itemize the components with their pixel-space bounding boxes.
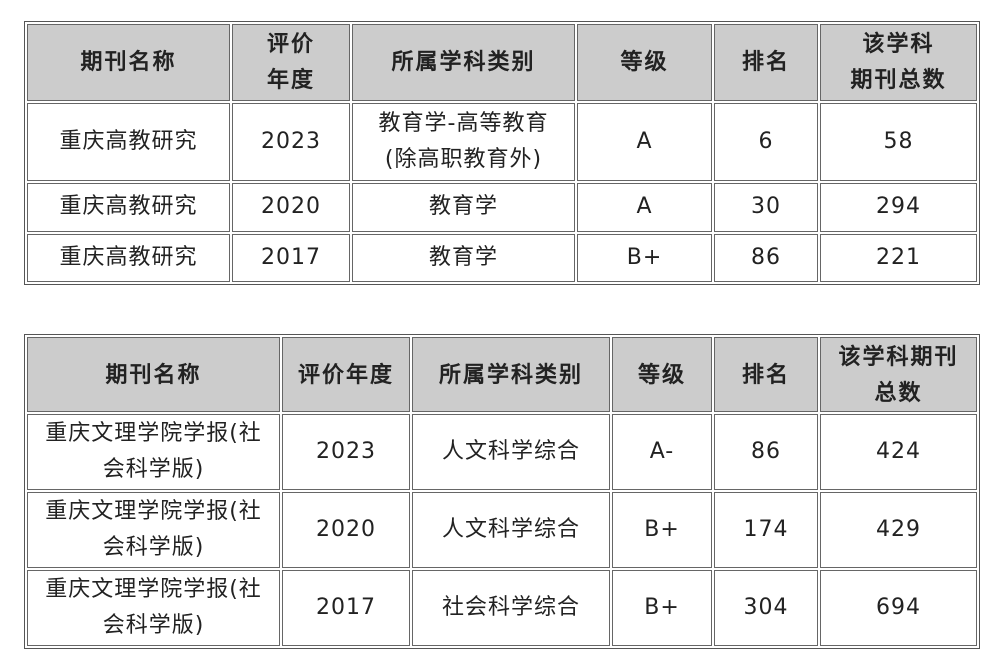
header-subject: 所属学科类别 xyxy=(352,24,575,101)
cell-journal: 重庆文理学院学报(社 会科学版) xyxy=(27,570,280,646)
cell-rank: 6 xyxy=(714,102,818,182)
cell-subject: 教育学 xyxy=(352,233,575,282)
cell-journal: 重庆文理学院学报(社 会科学版) xyxy=(27,414,280,490)
table-row: 重庆文理学院学报(社 会科学版) 2023 人文科学综合 A- 86 424 xyxy=(27,414,977,490)
cell-year: 2017 xyxy=(282,570,410,646)
cell-journal: 重庆高教研究 xyxy=(27,233,230,282)
cell-year: 2020 xyxy=(282,492,410,568)
cell-journal: 重庆高教研究 xyxy=(27,102,230,182)
cell-subject: 人文科学综合 xyxy=(412,492,610,568)
table-row: 重庆文理学院学报(社 会科学版) 2020 人文科学综合 B+ 174 429 xyxy=(27,492,977,568)
table-row: 重庆高教研究 2023 教育学-高等教育 (除高职教育外) A 6 58 xyxy=(27,102,977,182)
cell-journal: 重庆文理学院学报(社 会科学版) xyxy=(27,492,280,568)
cell-subject: 人文科学综合 xyxy=(412,414,610,490)
cell-rank: 86 xyxy=(714,414,818,490)
header-journal-name: 期刊名称 xyxy=(27,337,280,412)
header-year: 评价年度 xyxy=(282,337,410,412)
cell-total: 58 xyxy=(820,102,977,182)
header-rank: 排名 xyxy=(714,24,818,101)
cell-total: 694 xyxy=(820,570,977,646)
cell-subject: 教育学 xyxy=(352,183,575,232)
header-total: 该学科期刊 总数 xyxy=(820,337,977,412)
header-grade: 等级 xyxy=(577,24,712,101)
cell-grade: B+ xyxy=(612,492,712,568)
cell-rank: 86 xyxy=(714,233,818,282)
journal-rating-table-2: 期刊名称 评价年度 所属学科类别 等级 排名 该学科期刊 总数 重庆文理学院学报… xyxy=(24,334,980,649)
cell-total: 221 xyxy=(820,233,977,282)
cell-total: 424 xyxy=(820,414,977,490)
cell-year: 2020 xyxy=(232,183,350,232)
cell-rank: 304 xyxy=(714,570,818,646)
table-row: 重庆文理学院学报(社 会科学版) 2017 社会科学综合 B+ 304 694 xyxy=(27,570,977,646)
header-journal-name: 期刊名称 xyxy=(27,24,230,101)
header-subject: 所属学科类别 xyxy=(412,337,610,412)
cell-journal: 重庆高教研究 xyxy=(27,183,230,232)
header-row: 期刊名称 评价年度 所属学科类别 等级 排名 该学科期刊 总数 xyxy=(27,337,977,412)
header-row: 期刊名称 评价 年度 所属学科类别 等级 排名 该学科 期刊总数 xyxy=(27,24,977,101)
cell-grade: A xyxy=(577,102,712,182)
cell-subject: 教育学-高等教育 (除高职教育外) xyxy=(352,102,575,182)
cell-subject: 社会科学综合 xyxy=(412,570,610,646)
table-row: 重庆高教研究 2017 教育学 B+ 86 221 xyxy=(27,233,977,282)
cell-total: 294 xyxy=(820,183,977,232)
header-total: 该学科 期刊总数 xyxy=(820,24,977,101)
header-rank: 排名 xyxy=(714,337,818,412)
header-year: 评价 年度 xyxy=(232,24,350,101)
header-grade: 等级 xyxy=(612,337,712,412)
cell-grade: B+ xyxy=(612,570,712,646)
cell-rank: 174 xyxy=(714,492,818,568)
cell-grade: B+ xyxy=(577,233,712,282)
table-row: 重庆高教研究 2020 教育学 A 30 294 xyxy=(27,183,977,232)
cell-grade: A xyxy=(577,183,712,232)
journal-rating-table-1: 期刊名称 评价 年度 所属学科类别 等级 排名 该学科 期刊总数 重庆高教研究 … xyxy=(24,21,980,285)
cell-grade: A- xyxy=(612,414,712,490)
cell-year: 2023 xyxy=(232,102,350,182)
cell-total: 429 xyxy=(820,492,977,568)
cell-year: 2023 xyxy=(282,414,410,490)
cell-rank: 30 xyxy=(714,183,818,232)
cell-year: 2017 xyxy=(232,233,350,282)
